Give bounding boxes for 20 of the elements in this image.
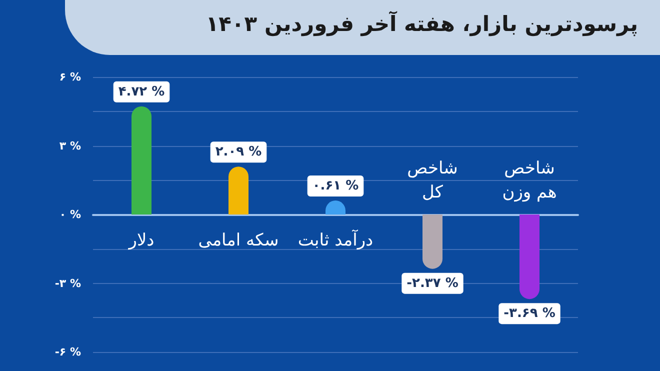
x-tick-label: شاخص هم وزن xyxy=(502,158,557,202)
data-label: ۴.۷۲ % xyxy=(118,84,165,100)
data-label: ۰.۶۱ % xyxy=(312,178,359,194)
y-tick-label: ۰ % xyxy=(59,208,81,221)
x-tick-label: درآمد ثابت xyxy=(298,230,374,250)
x-tick-label: شاخص کل xyxy=(407,158,458,202)
y-tick-label: -۶ % xyxy=(54,346,81,358)
bar xyxy=(132,106,152,214)
y-tick-label: -۳ % xyxy=(54,276,81,290)
data-label: -۲.۳۷ % xyxy=(406,276,458,291)
bar xyxy=(228,166,248,214)
chart-title: پرسودترین بازار، هفته آخر فروردین ۱۴۰۳ xyxy=(206,12,638,36)
bar xyxy=(422,214,442,269)
x-tick-label: دلار xyxy=(128,230,154,250)
data-label: -۳.۶۹ % xyxy=(504,306,556,322)
y-tick-label: ۳ % xyxy=(59,139,81,152)
y-tick-label: ۶ % xyxy=(59,70,81,84)
x-tick-label: سکه امامی xyxy=(198,230,279,250)
bar xyxy=(520,214,540,300)
data-label: ۲.۰۹ % xyxy=(215,144,262,160)
